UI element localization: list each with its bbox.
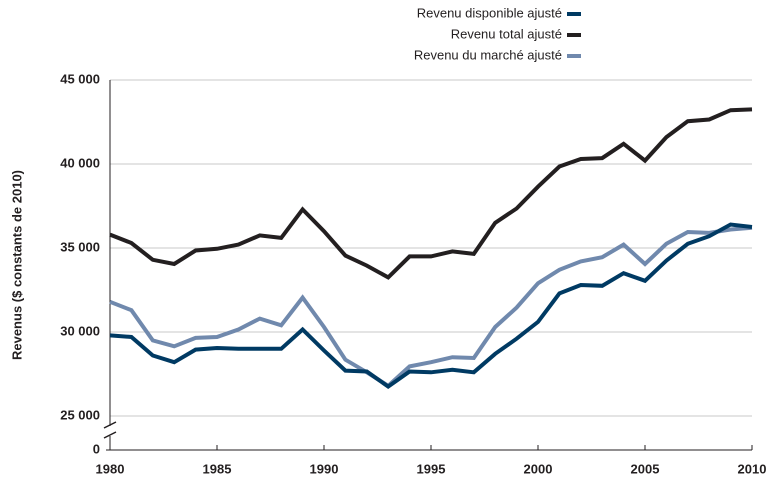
- series-line: [109, 222, 753, 390]
- x-tick-label: 1990: [310, 461, 339, 476]
- y-tick-label: 45 000: [60, 71, 100, 86]
- y-tick-label: 35 000: [60, 239, 100, 254]
- series-line: [109, 107, 753, 280]
- x-tick-label: 2000: [524, 461, 553, 476]
- x-tick-label: 1985: [203, 461, 232, 476]
- legend-label: Revenu total ajusté: [451, 26, 562, 41]
- x-tick-label: 1995: [417, 461, 446, 476]
- y-tick-label: 40 000: [60, 155, 100, 170]
- axis-break: [103, 431, 117, 439]
- x-tick-label: 1980: [96, 461, 125, 476]
- y-tick-label: 30 000: [60, 323, 100, 338]
- legend-label: Revenu du marché ajusté: [414, 47, 562, 62]
- y-tick-label: 0: [93, 441, 100, 456]
- y-axis-label: Revenus ($ constants de 2010): [9, 170, 24, 360]
- y-tick-label: 25 000: [60, 407, 100, 422]
- legend-label: Revenu disponible ajusté: [417, 5, 562, 20]
- x-tick-label: 2005: [631, 461, 660, 476]
- x-tick-label: 2010: [738, 461, 767, 476]
- axis-break: [103, 421, 117, 429]
- series-line: [109, 225, 753, 389]
